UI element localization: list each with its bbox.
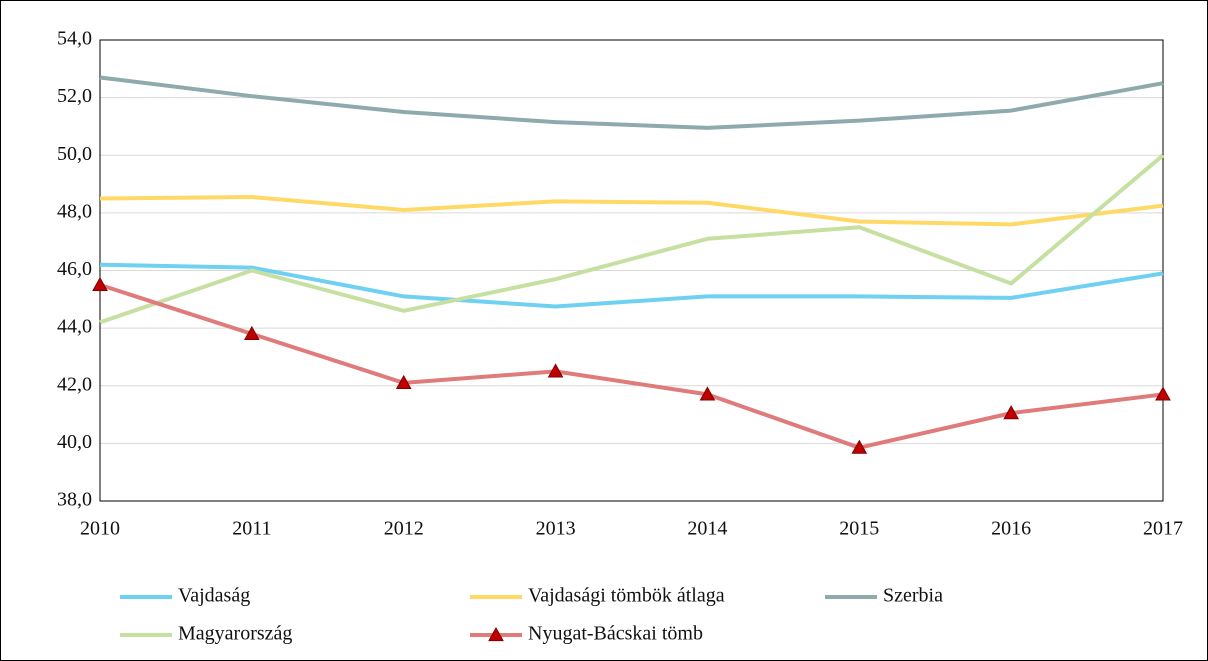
y-tick-label: 40,0 — [57, 431, 92, 453]
marker — [851, 439, 868, 454]
marker — [395, 374, 412, 389]
x-tick-label: 2016 — [991, 518, 1031, 540]
series-line — [99, 195, 1164, 227]
y-tick-label: 54,0 — [57, 28, 92, 50]
y-tick-label: 50,0 — [57, 143, 92, 165]
x-tick-label: 2013 — [536, 518, 576, 540]
series-line — [99, 75, 1164, 130]
series-line — [99, 153, 1165, 325]
x-tick-label: 2011 — [232, 518, 271, 540]
y-tick-label: 48,0 — [57, 200, 92, 222]
legend-label: Vajdaság — [178, 585, 250, 607]
x-tick-label: 2017 — [1143, 518, 1183, 540]
legend-label: Vajdasági tömbök átlaga — [528, 585, 725, 607]
y-tick-label: 38,0 — [57, 489, 92, 511]
plot-border — [99, 39, 1164, 502]
x-tick-label: 2014 — [687, 518, 727, 540]
x-tick-label: 2015 — [839, 518, 879, 540]
marker — [244, 325, 260, 340]
series-line — [99, 283, 1164, 450]
legend-label: Nyugat-Bácskai tömb — [528, 623, 703, 645]
legend-label: Szerbia — [883, 585, 943, 607]
y-tick-label: 52,0 — [57, 85, 92, 107]
series-line — [99, 262, 1164, 309]
y-tick-label: 44,0 — [57, 316, 92, 338]
x-tick-label: 2010 — [80, 518, 120, 540]
marker — [547, 363, 564, 378]
y-tick-label: 42,0 — [57, 373, 92, 395]
marker — [92, 276, 108, 292]
marker — [1003, 405, 1019, 420]
marker — [1155, 386, 1171, 401]
legend-label: Magyarország — [178, 623, 292, 645]
marker — [699, 386, 716, 401]
x-tick-label: 2012 — [384, 518, 424, 540]
legend-marker — [488, 626, 504, 642]
y-tick-label: 46,0 — [57, 258, 92, 280]
